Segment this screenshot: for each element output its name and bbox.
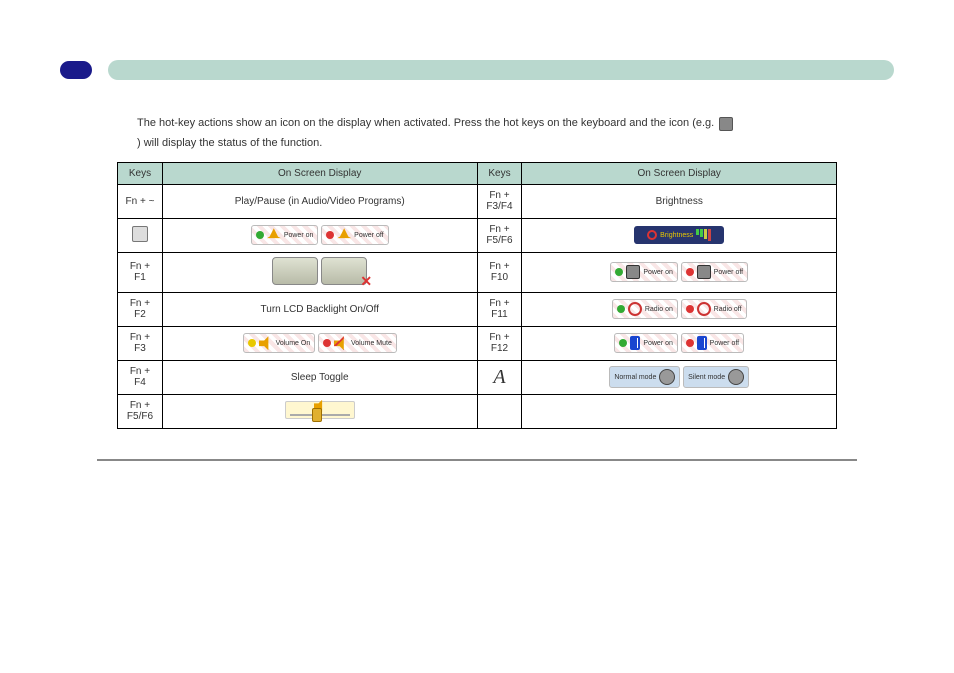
chip-label: Radio on xyxy=(645,306,673,313)
chip-icon xyxy=(337,228,351,242)
chip-icon xyxy=(697,336,707,350)
chip-icon xyxy=(334,336,348,350)
key-icon xyxy=(132,226,148,242)
chip-label: Power on xyxy=(643,269,673,276)
mode-icon xyxy=(728,369,744,385)
brightness-chip: Brightness xyxy=(634,226,724,244)
mode-chip: Silent mode xyxy=(683,366,749,388)
key-label: Fn + F12 xyxy=(489,332,509,354)
chip-label: Volume Mute xyxy=(351,340,392,347)
brightness-bars xyxy=(696,229,711,241)
chip-label: Power off xyxy=(354,232,383,239)
table-header-row: Keys On Screen Display Keys On Screen Di… xyxy=(118,162,837,184)
volume-slider-icon xyxy=(285,401,355,419)
chip-icon xyxy=(626,265,640,279)
intro-text: The hot-key actions show an icon on the … xyxy=(137,116,817,152)
chip-icon xyxy=(630,336,640,350)
chip-label: Volume On xyxy=(276,340,311,347)
table-row: Fn + F2 Turn LCD Backlight On/Off Fn + F11… xyxy=(118,292,837,326)
chip-label: Power off xyxy=(714,269,743,276)
chip-label: Radio off xyxy=(714,306,742,313)
chip-icon xyxy=(259,336,273,350)
chip-icon xyxy=(697,265,711,279)
key-label: Fn + F1 xyxy=(130,261,150,283)
page-header xyxy=(60,60,894,80)
status-chip: Power off xyxy=(681,333,744,353)
key-label: Fn + F2 xyxy=(130,298,150,320)
table-row: Fn + F3 Volume On Volume Mute Fn + F12 P… xyxy=(118,326,837,360)
status-dot xyxy=(248,339,256,347)
chip-icon xyxy=(628,302,642,316)
mode-icon xyxy=(659,369,675,385)
status-chip: Power on xyxy=(614,333,678,353)
key-label: Fn + F4 xyxy=(130,366,150,388)
intro-text-main: The hot-key actions show an icon on the … xyxy=(137,116,714,131)
status-dot xyxy=(686,339,694,347)
status-dot xyxy=(686,305,694,313)
status-chip: Power on xyxy=(251,225,319,245)
table-row: Fn + ~ Play/Pause (in Audio/Video Program… xyxy=(118,184,837,218)
status-chip: Radio on xyxy=(612,299,678,319)
display-note: Play/Pause (in Audio/Video Programs) xyxy=(169,196,471,207)
key-label: Fn + F3/F4 xyxy=(486,190,512,212)
col-keys-2: Keys xyxy=(477,162,522,184)
status-dot xyxy=(619,339,627,347)
brightness-label: Brightness xyxy=(660,232,693,239)
display-note: Sleep Toggle xyxy=(169,372,471,383)
status-chip: Power off xyxy=(681,262,748,282)
table-row: Fn + F1 Fn + F10 Power on Power off xyxy=(118,252,837,292)
key-label: Fn + F10 xyxy=(489,261,509,283)
status-dot xyxy=(323,339,331,347)
key-label: Fn + F5/F6 xyxy=(486,224,512,246)
mode-label: Normal mode xyxy=(614,374,656,381)
display-note: Brightness xyxy=(528,196,830,207)
display-note: Turn LCD Backlight On/Off xyxy=(169,304,471,315)
chip-label: Power on xyxy=(643,340,673,347)
touchpad-on-icon xyxy=(272,257,318,285)
chip-label: Power off xyxy=(710,340,739,347)
hotkey-table: Keys On Screen Display Keys On Screen Di… xyxy=(117,162,837,429)
status-chip: Volume Mute xyxy=(318,333,397,353)
chip-icon xyxy=(267,228,281,242)
key-label: Fn + F11 xyxy=(489,298,509,320)
touchpad-off-icon xyxy=(321,257,367,285)
status-chip: Power on xyxy=(610,262,678,282)
header-bar xyxy=(108,60,894,80)
status-dot xyxy=(326,231,334,239)
key-label: Fn + F5/F6 xyxy=(127,400,153,422)
key-label: Fn + ~ xyxy=(126,196,155,207)
table-row: Power on Power off Fn + F5/F6 Brightness xyxy=(118,218,837,252)
table-row: Fn + F5/F6 xyxy=(118,394,837,428)
example-icon xyxy=(719,117,733,131)
brightness-icon xyxy=(647,230,657,240)
table-row: Fn + F4 Sleep Toggle A Normal mode Silent … xyxy=(118,360,837,394)
status-chip: Volume On xyxy=(243,333,316,353)
mode-label: Silent mode xyxy=(688,374,725,381)
status-chip: Radio off xyxy=(681,299,747,319)
status-chip: Power off xyxy=(321,225,388,245)
status-dot xyxy=(617,305,625,313)
mode-chip: Normal mode xyxy=(609,366,680,388)
key-label: Fn + F3 xyxy=(130,332,150,354)
col-display-2: On Screen Display xyxy=(522,162,837,184)
chip-icon xyxy=(697,302,711,316)
chip-label: Power on xyxy=(284,232,314,239)
status-dot xyxy=(615,268,623,276)
status-dot xyxy=(686,268,694,276)
footer-divider xyxy=(97,459,857,461)
intro-text-tail: ) will display the status of the functio… xyxy=(137,136,322,151)
col-display-1: On Screen Display xyxy=(162,162,477,184)
status-dot xyxy=(256,231,264,239)
col-keys-1: Keys xyxy=(118,162,163,184)
section-badge xyxy=(60,61,92,79)
logo-icon: A xyxy=(493,366,505,388)
